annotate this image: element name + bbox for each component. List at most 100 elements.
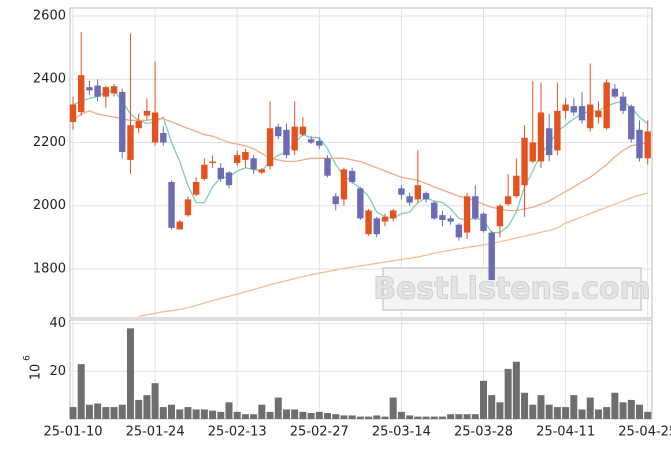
volume-bar (611, 392, 619, 419)
candle-body (176, 221, 183, 230)
candle-body (168, 182, 175, 228)
candle-body (266, 128, 274, 167)
candle-body (422, 193, 430, 200)
moving-average-line (138, 192, 648, 318)
volume-bar (389, 397, 397, 419)
candle-body (545, 128, 553, 156)
volume-bar (85, 404, 93, 419)
candle-body (603, 82, 610, 129)
volume-bar (110, 407, 118, 419)
volume-bar (192, 409, 200, 419)
volume-bar (315, 411, 323, 419)
volume-bar (512, 361, 520, 419)
candle-body (447, 218, 454, 222)
candle-body (373, 218, 380, 235)
volume-bar (496, 402, 504, 419)
candle-body (513, 175, 520, 197)
y-tick-label: 2000 (33, 198, 66, 213)
candle-body (201, 164, 208, 179)
candle-body (521, 137, 528, 186)
candle-body (455, 224, 463, 238)
volume-bar (480, 380, 487, 419)
candle-body (578, 106, 586, 121)
volume-bar (266, 411, 274, 419)
volume-bar (381, 416, 389, 419)
candle-body (110, 86, 118, 94)
candle-body (217, 167, 224, 179)
candle-body (209, 161, 216, 164)
candle-body (242, 151, 249, 160)
candle-body (160, 133, 167, 143)
candle-body (570, 106, 578, 113)
candle-body (258, 169, 266, 173)
volume-tick-label: 40 (49, 316, 66, 331)
candle-body (250, 158, 257, 170)
candle-body (332, 196, 339, 205)
volume-bar (594, 409, 602, 419)
volume-tick-label: 20 (49, 364, 66, 379)
candle-body (192, 182, 200, 195)
volume-bar (627, 399, 635, 419)
candle-body (119, 91, 126, 152)
volume-bar (324, 413, 332, 419)
volume-bar (307, 413, 315, 419)
candle-body (225, 172, 233, 186)
volume-bar (521, 392, 529, 419)
watermark-box (382, 267, 642, 311)
volume-bar (282, 409, 290, 419)
candle-body (102, 87, 110, 97)
volume-bar (365, 416, 373, 419)
volume-bar (422, 416, 430, 419)
candle-body (398, 188, 405, 195)
y-tick-label: 2600 (33, 9, 66, 24)
volume-bar (250, 414, 258, 419)
volume-bar (529, 404, 537, 419)
x-tick-label: 25-03-28 (454, 425, 513, 440)
volume-bar (578, 409, 586, 419)
volume-bar (143, 395, 151, 419)
volume-bar (356, 416, 364, 419)
y-tick-label: 2400 (33, 72, 66, 87)
candle-body (587, 104, 594, 129)
candle-body (463, 196, 471, 233)
volume-bar (562, 407, 570, 419)
candle-body (496, 205, 504, 227)
candle-body (644, 131, 651, 159)
x-tick-label: 25-04-25 (618, 425, 671, 440)
candle-body (381, 216, 389, 222)
candle-body (69, 104, 77, 122)
volume-bar (126, 328, 134, 419)
candle-body (529, 142, 536, 162)
volume-bar (455, 414, 463, 419)
candle-body (307, 139, 315, 143)
candle-body (480, 213, 487, 232)
candle-body (86, 87, 93, 91)
candle-body (562, 104, 569, 111)
candle-body (316, 140, 323, 146)
candle-body (611, 88, 619, 97)
candle-body (324, 158, 331, 176)
candle-body (595, 110, 602, 118)
candle-body (357, 188, 364, 219)
candle-body (184, 199, 192, 216)
candle-body (554, 110, 561, 151)
candle-body (636, 129, 643, 159)
candle-body (472, 196, 479, 219)
volume-bar (438, 416, 446, 419)
volume-bar (373, 415, 381, 419)
x-tick-label: 25-01-24 (126, 425, 185, 440)
volume-bar (619, 402, 627, 419)
x-tick-label: 25-04-11 (536, 425, 595, 440)
volume-bar (135, 399, 143, 419)
volume-bar (644, 411, 652, 419)
candle-body (143, 110, 151, 116)
volume-bar (274, 397, 282, 419)
volume-axis-exponent: 6 (23, 355, 33, 361)
volume-bar (570, 395, 578, 419)
candle-body (234, 155, 241, 164)
candle-body (504, 196, 512, 205)
volume-bar (414, 416, 422, 419)
volume-bar (258, 404, 266, 419)
candle-body (94, 85, 101, 97)
